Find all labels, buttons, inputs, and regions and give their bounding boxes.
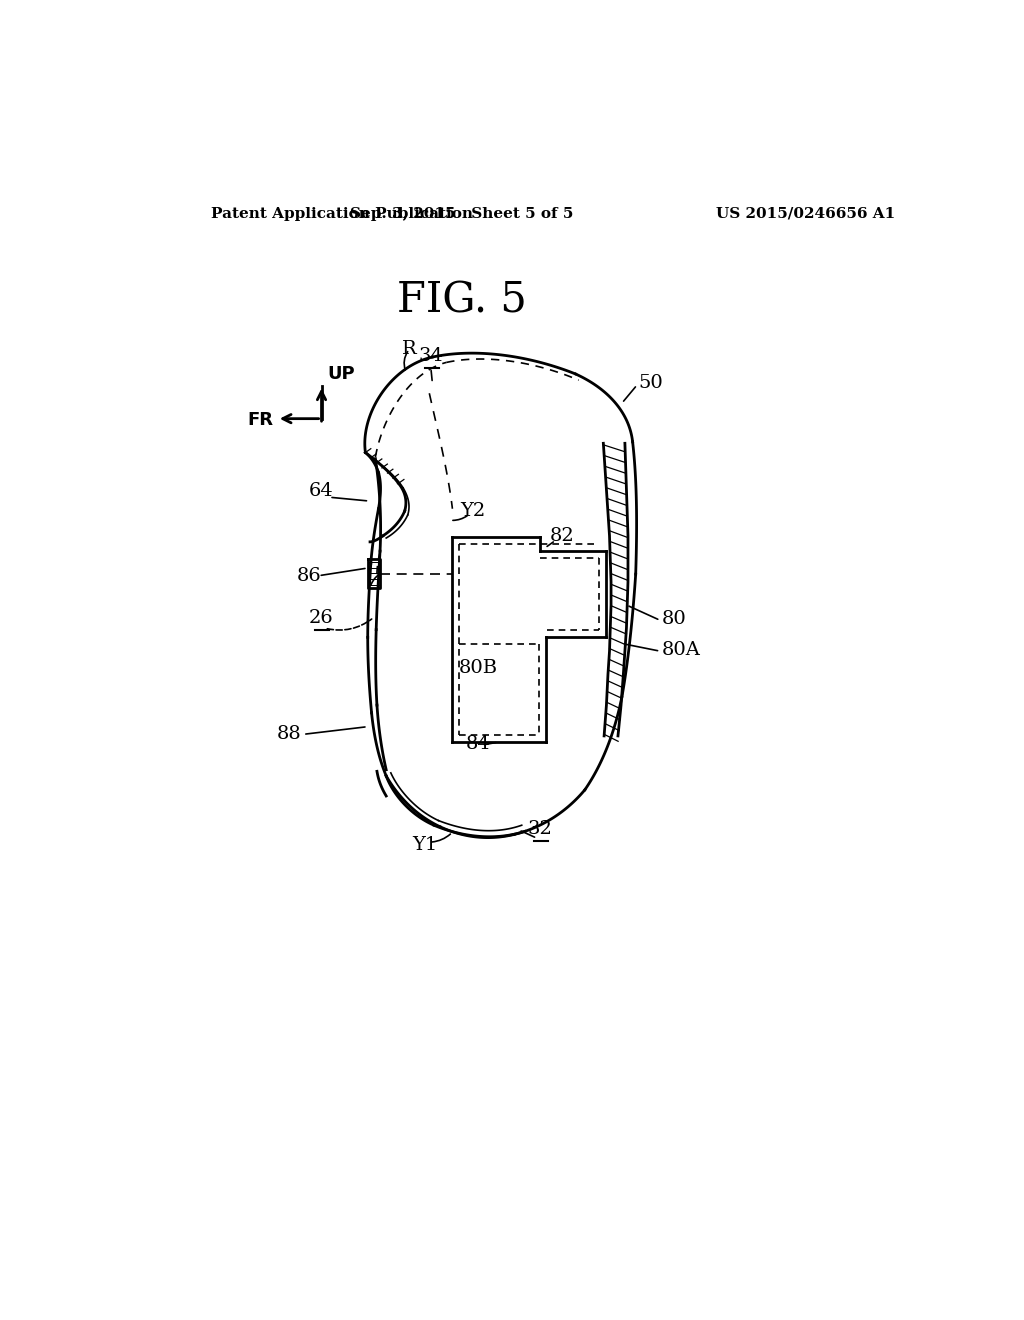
Text: UP: UP bbox=[327, 366, 354, 383]
Text: 82: 82 bbox=[550, 527, 574, 545]
Text: R: R bbox=[402, 341, 417, 358]
Text: 86: 86 bbox=[297, 566, 322, 585]
Text: 64: 64 bbox=[309, 482, 334, 500]
Text: 32: 32 bbox=[527, 820, 553, 837]
Text: Y1: Y1 bbox=[412, 837, 437, 854]
Text: FR: FR bbox=[248, 412, 273, 429]
Text: 80: 80 bbox=[662, 610, 687, 628]
Text: 80A: 80A bbox=[662, 640, 700, 659]
Text: Y2: Y2 bbox=[460, 502, 485, 520]
Text: 84: 84 bbox=[466, 735, 490, 752]
Text: FIG. 5: FIG. 5 bbox=[396, 280, 526, 322]
Text: US 2015/0246656 A1: US 2015/0246656 A1 bbox=[716, 207, 895, 220]
Text: Patent Application Publication: Patent Application Publication bbox=[211, 207, 473, 220]
Text: Sep. 3, 2015   Sheet 5 of 5: Sep. 3, 2015 Sheet 5 of 5 bbox=[350, 207, 573, 220]
Text: 26: 26 bbox=[309, 609, 334, 627]
Text: 80B: 80B bbox=[459, 659, 498, 677]
Text: 34: 34 bbox=[419, 347, 443, 364]
Text: 50: 50 bbox=[639, 375, 664, 392]
Text: 88: 88 bbox=[276, 726, 301, 743]
